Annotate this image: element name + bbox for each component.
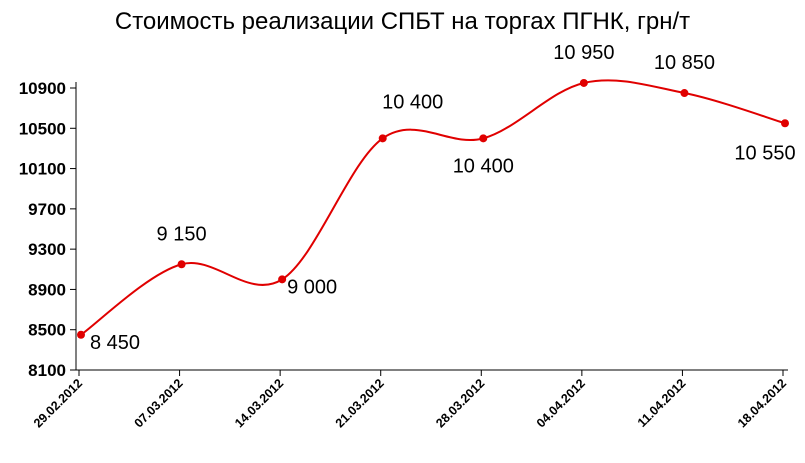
y-tick-label: 10900 [19, 79, 66, 98]
x-tick-label: 21.03.2012 [333, 376, 387, 430]
y-tick-label: 9700 [28, 200, 66, 219]
x-tick-label: 29.02.2012 [31, 376, 85, 430]
data-label: 10 400 [382, 91, 443, 113]
series-line [80, 79, 786, 336]
data-label: 10 400 [453, 155, 514, 177]
data-label: 8 450 [90, 332, 140, 354]
x-tick-label: 11.04.2012 [635, 376, 689, 430]
data-label: 10 950 [553, 42, 614, 64]
x-tick-label: 18.04.2012 [735, 376, 789, 430]
data-label: 9 000 [287, 276, 337, 298]
x-tick-label: 04.04.2012 [534, 376, 588, 430]
data-label: 10 850 [654, 52, 715, 74]
x-tick-label: 07.03.2012 [132, 376, 186, 430]
data-point [378, 134, 387, 143]
chart-title: Стоимость реализации СПБТ на торгах ПГНК… [114, 8, 691, 35]
data-point [781, 119, 789, 128]
y-tick-label: 10100 [19, 160, 66, 179]
data-point [278, 275, 287, 284]
data-point [479, 134, 488, 143]
data-point [680, 89, 689, 98]
data-label: 10 550 [734, 142, 795, 164]
x-tick-label: 28.03.2012 [433, 376, 487, 430]
data-point [579, 78, 588, 87]
y-tick-label: 8100 [28, 361, 66, 380]
data-point [177, 260, 186, 269]
data-point [77, 330, 85, 339]
y-tick-label: 8500 [28, 321, 66, 340]
y-tick-label: 10500 [19, 119, 66, 138]
data-label: 9 150 [157, 223, 207, 245]
x-tick-label: 14.03.2012 [232, 376, 286, 430]
y-tick-label: 9300 [28, 240, 66, 259]
y-tick-label: 8900 [28, 280, 66, 299]
